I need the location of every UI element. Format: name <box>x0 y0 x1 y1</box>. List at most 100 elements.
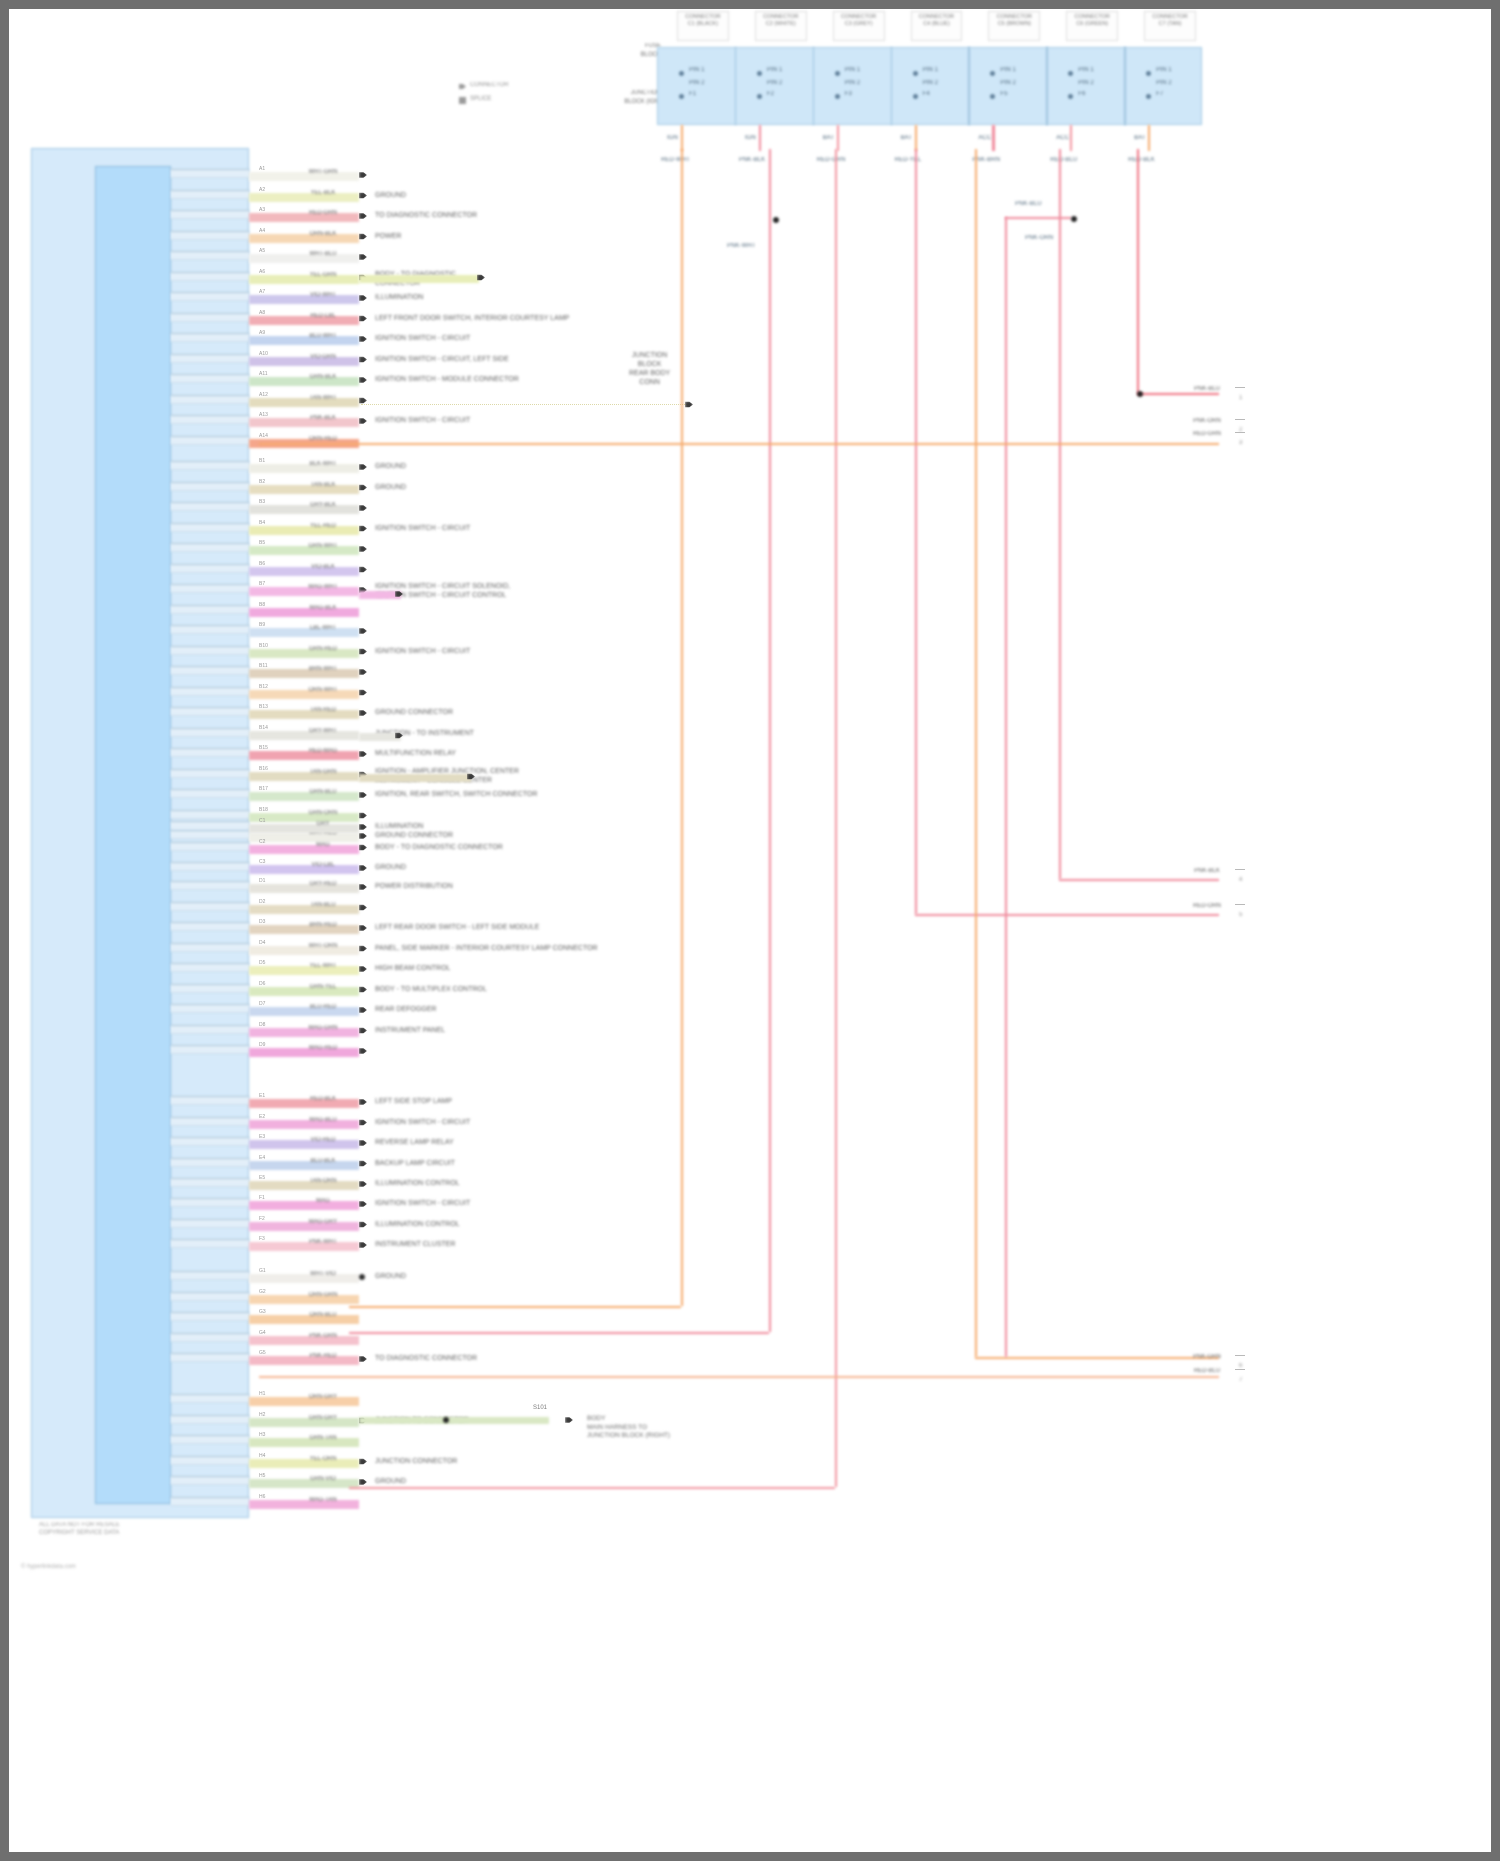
terminal-arrow-icon[interactable] <box>359 865 367 871</box>
pin-label: F2 <box>766 91 775 97</box>
terminal-arrow-icon[interactable] <box>359 566 367 573</box>
pin-dot[interactable] <box>679 94 684 99</box>
terminal-arrow-icon[interactable] <box>477 274 485 281</box>
terminal-arrow-icon[interactable] <box>359 1458 367 1465</box>
terminal-arrow-icon[interactable] <box>359 233 367 240</box>
terminal-arrow-icon[interactable] <box>359 1160 367 1167</box>
terminal-arrow-icon[interactable] <box>565 1417 573 1423</box>
terminal-arrow-icon[interactable] <box>359 295 367 301</box>
exit-number: 1 <box>1239 395 1243 401</box>
pin-id: A8 <box>259 309 266 316</box>
terminal-arrow-icon[interactable] <box>685 401 693 408</box>
terminal-arrow-icon[interactable] <box>359 792 367 798</box>
terminal-arrow-icon[interactable] <box>359 505 367 511</box>
terminal-arrow-icon[interactable] <box>359 833 367 839</box>
terminal-arrow-icon[interactable] <box>359 1027 367 1034</box>
pin-dot[interactable] <box>1068 94 1074 99</box>
wire-code-label: TAN-BLU <box>310 901 336 908</box>
pin-dot[interactable] <box>912 94 918 99</box>
terminal-arrow-icon[interactable] <box>359 254 367 260</box>
terminal-arrow-icon[interactable] <box>467 773 475 780</box>
terminal-arrow-icon[interactable] <box>359 1201 367 1207</box>
terminal-arrow-icon[interactable] <box>359 377 367 383</box>
terminal-dot-icon[interactable] <box>359 1274 365 1280</box>
pin-dot[interactable] <box>756 94 762 99</box>
wire-segment <box>249 904 359 914</box>
bus-route-5 <box>975 1357 1219 1360</box>
terminal-arrow-icon[interactable] <box>359 1007 367 1013</box>
pin-dot[interactable] <box>834 71 840 76</box>
wire-code-label: GRY-WHT <box>308 727 337 734</box>
terminal-arrow-icon[interactable] <box>359 986 367 993</box>
terminal-arrow-icon[interactable] <box>359 669 367 675</box>
connector-pin-row <box>171 1476 249 1485</box>
terminal-arrow-icon[interactable] <box>395 732 403 739</box>
pin-dot[interactable] <box>1146 71 1152 76</box>
pin-id: H4 <box>259 1452 266 1459</box>
terminal-arrow-icon[interactable] <box>359 397 367 404</box>
terminal-arrow-icon[interactable] <box>359 1181 367 1187</box>
terminal-arrow-icon[interactable] <box>359 525 367 532</box>
wire-segment <box>249 172 359 181</box>
terminal-arrow-icon[interactable] <box>359 945 367 952</box>
terminal-arrow-icon[interactable] <box>359 1221 367 1228</box>
terminal-arrow-icon[interactable] <box>359 824 367 830</box>
pin-dot[interactable] <box>990 94 996 99</box>
connector-pin-row <box>171 1291 249 1301</box>
terminal-arrow-icon[interactable] <box>359 587 367 593</box>
pin-dot[interactable] <box>990 71 996 76</box>
pin-label: PIN 1 <box>689 67 705 73</box>
terminal-arrow-icon[interactable] <box>359 1048 367 1054</box>
terminal-arrow-icon[interactable] <box>359 356 367 363</box>
terminal-arrow-icon[interactable] <box>359 172 367 178</box>
terminal-arrow-icon[interactable] <box>359 418 367 424</box>
route-splice-dot[interactable] <box>1071 216 1077 222</box>
terminal-arrow-icon[interactable] <box>359 628 367 634</box>
splice-dot[interactable] <box>443 1417 449 1423</box>
pin-dot[interactable] <box>834 94 840 99</box>
pin-dot[interactable] <box>912 71 918 76</box>
terminal-arrow-icon[interactable] <box>359 1242 367 1248</box>
terminal-arrow-icon[interactable] <box>359 192 367 199</box>
terminal-arrow-icon[interactable] <box>359 464 367 470</box>
terminal-arrow-icon[interactable] <box>359 546 367 552</box>
connector-cap-2: CONNECTOR C2 (WHITE) <box>754 11 807 41</box>
exit-number: 5 <box>1239 912 1243 918</box>
terminal-arrow-icon[interactable] <box>359 1099 367 1105</box>
terminal-arrow-icon[interactable] <box>359 710 367 716</box>
pin-dot[interactable] <box>1068 71 1074 76</box>
terminal-arrow-icon[interactable] <box>359 844 367 851</box>
wire-code-label: BRN-RED <box>309 922 337 928</box>
main-harness-connector-inner[interactable] <box>95 166 171 1504</box>
terminal-arrow-icon[interactable] <box>359 315 367 322</box>
connector-pin-row <box>171 1455 249 1465</box>
upper-connector-band[interactable] <box>657 47 1202 125</box>
terminal-arrow-icon[interactable] <box>359 1140 367 1146</box>
terminal-arrow-icon[interactable] <box>359 925 367 931</box>
terminal-arrow-icon[interactable] <box>359 648 367 655</box>
fuse-label: PIN 2 <box>1000 80 1016 86</box>
terminal-arrow-icon[interactable] <box>359 336 367 342</box>
route-splice-dot[interactable] <box>1137 391 1143 397</box>
terminal-arrow-icon[interactable] <box>359 1119 367 1126</box>
exit-tick <box>1235 419 1245 421</box>
pin-dot[interactable] <box>679 71 684 76</box>
terminal-arrow-icon[interactable] <box>359 689 367 696</box>
terminal-arrow-icon[interactable] <box>359 904 367 911</box>
pin-id: F2 <box>259 1215 265 1222</box>
pin-id: B3 <box>259 499 266 505</box>
route-splice-dot[interactable] <box>773 217 779 223</box>
pin-label: F5 <box>1000 91 1008 97</box>
pin-id: A3 <box>259 207 266 213</box>
terminal-arrow-icon[interactable] <box>395 591 403 597</box>
terminal-arrow-icon[interactable] <box>359 1356 367 1362</box>
terminal-arrow-icon[interactable] <box>359 213 367 219</box>
terminal-arrow-icon[interactable] <box>359 884 367 890</box>
terminal-arrow-icon[interactable] <box>359 1479 367 1485</box>
pin-dot[interactable] <box>1146 94 1152 99</box>
terminal-arrow-icon[interactable] <box>359 751 367 757</box>
pin-dot[interactable] <box>756 71 762 76</box>
terminal-arrow-icon[interactable] <box>359 966 367 972</box>
terminal-arrow-icon[interactable] <box>359 812 367 819</box>
terminal-arrow-icon[interactable] <box>359 484 367 491</box>
